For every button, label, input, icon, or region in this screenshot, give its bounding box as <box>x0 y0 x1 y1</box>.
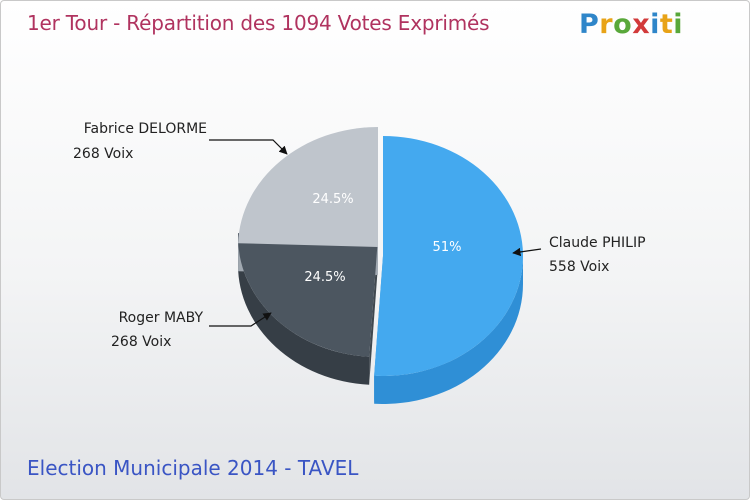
pie-slice <box>238 127 378 247</box>
leader-line <box>512 247 542 257</box>
leader-line <box>209 139 288 155</box>
pie-slice-side <box>238 237 370 385</box>
chart-title: 1er Tour - Répartition des 1094 Votes Ex… <box>27 11 490 35</box>
logo-letter: r <box>599 9 614 40</box>
slice-name-label: Roger MABY <box>119 310 204 326</box>
slice-name-label: Claude PHILIP <box>549 235 646 251</box>
logo-letter: i <box>673 9 684 40</box>
slice-votes-label: 268 Voix <box>111 334 171 350</box>
logo-letter: P <box>579 9 600 40</box>
logo-letter: o <box>613 9 633 40</box>
slice-votes-label: 558 Voix <box>549 259 609 275</box>
slice-percent-label: 51% <box>433 240 462 255</box>
logo-letter: t <box>659 9 674 40</box>
pie-slice <box>374 136 523 376</box>
slice-votes-label: 268 Voix <box>73 146 133 162</box>
leader-line <box>209 312 272 327</box>
chart-subtitle: Election Municipale 2014 - TAVEL <box>27 456 359 480</box>
slice-percent-label: 24.5% <box>304 270 345 285</box>
logo-letter: x <box>632 9 651 40</box>
proxiti-logo: Proxiti <box>579 9 683 43</box>
pie-slice-side <box>374 256 523 404</box>
slice-name-label: Fabrice DELORME <box>84 121 207 137</box>
logo-letter: i <box>650 9 660 40</box>
pie-slice <box>238 233 378 357</box>
slice-percent-label: 24.5% <box>312 192 353 207</box>
